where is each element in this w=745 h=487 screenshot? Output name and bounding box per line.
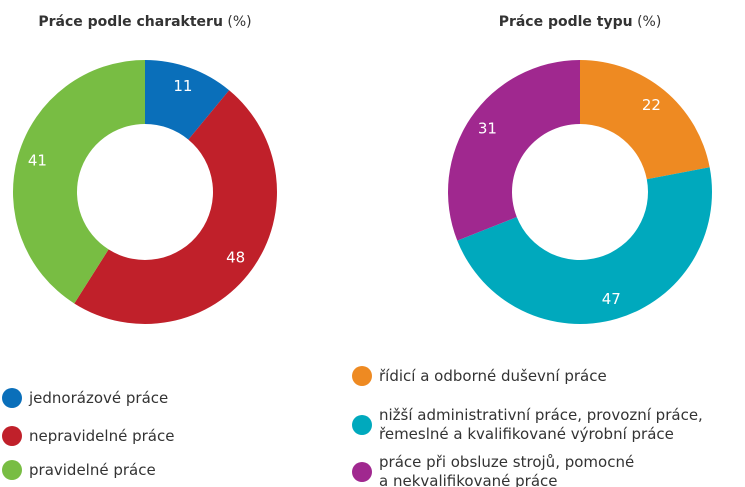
legend-swatch xyxy=(2,388,22,408)
segment-label: 11 xyxy=(173,77,192,95)
legend-item: jednorázové práce xyxy=(2,388,168,408)
segment-label: 47 xyxy=(602,290,621,308)
donut-segment xyxy=(457,167,713,325)
donut-segment xyxy=(13,60,145,304)
legend-label: nižší administrativní práce, provozní pr… xyxy=(379,406,703,443)
donut-segment xyxy=(448,60,580,241)
legend-item: pravidelné práce xyxy=(2,460,156,480)
legend-item: nižší administrativní práce, provozní pr… xyxy=(352,406,703,444)
chart-title: Práce podle charakteru (%) xyxy=(38,14,251,30)
title-unit: (%) xyxy=(637,14,662,30)
segment-label: 41 xyxy=(28,151,47,169)
legend-swatch xyxy=(2,460,22,480)
donut-segment xyxy=(74,90,278,325)
legend-label: jednorázové práce xyxy=(29,388,169,407)
segment-label: 22 xyxy=(642,96,661,114)
legend-item: nepravidelné práce xyxy=(2,426,174,446)
legend-swatch xyxy=(352,415,372,435)
legend-swatch xyxy=(352,462,372,482)
title-unit: (%) xyxy=(227,14,252,30)
legend-label: řídicí a odborné duševní práce xyxy=(379,366,607,385)
legend-swatch xyxy=(352,366,372,386)
donut-segment xyxy=(580,60,710,180)
segment-label: 31 xyxy=(478,120,497,138)
legend-label: pravidelné práce xyxy=(29,460,156,479)
segment-label: 48 xyxy=(226,248,245,266)
legend-swatch xyxy=(2,426,22,446)
donut-segment xyxy=(145,60,230,140)
title-text: Práce podle charakteru xyxy=(38,14,223,30)
legend-label: nepravidelné práce xyxy=(29,426,175,445)
legend-item: práce při obsluze strojů, pomocné a nekv… xyxy=(352,453,634,487)
legend-item: řídicí a odborné duševní práce xyxy=(352,366,607,386)
legend-label: práce při obsluze strojů, pomocné a nekv… xyxy=(379,453,635,487)
title-text: Práce podle typu xyxy=(498,14,633,30)
chart-title: Práce podle typu (%) xyxy=(499,14,662,30)
